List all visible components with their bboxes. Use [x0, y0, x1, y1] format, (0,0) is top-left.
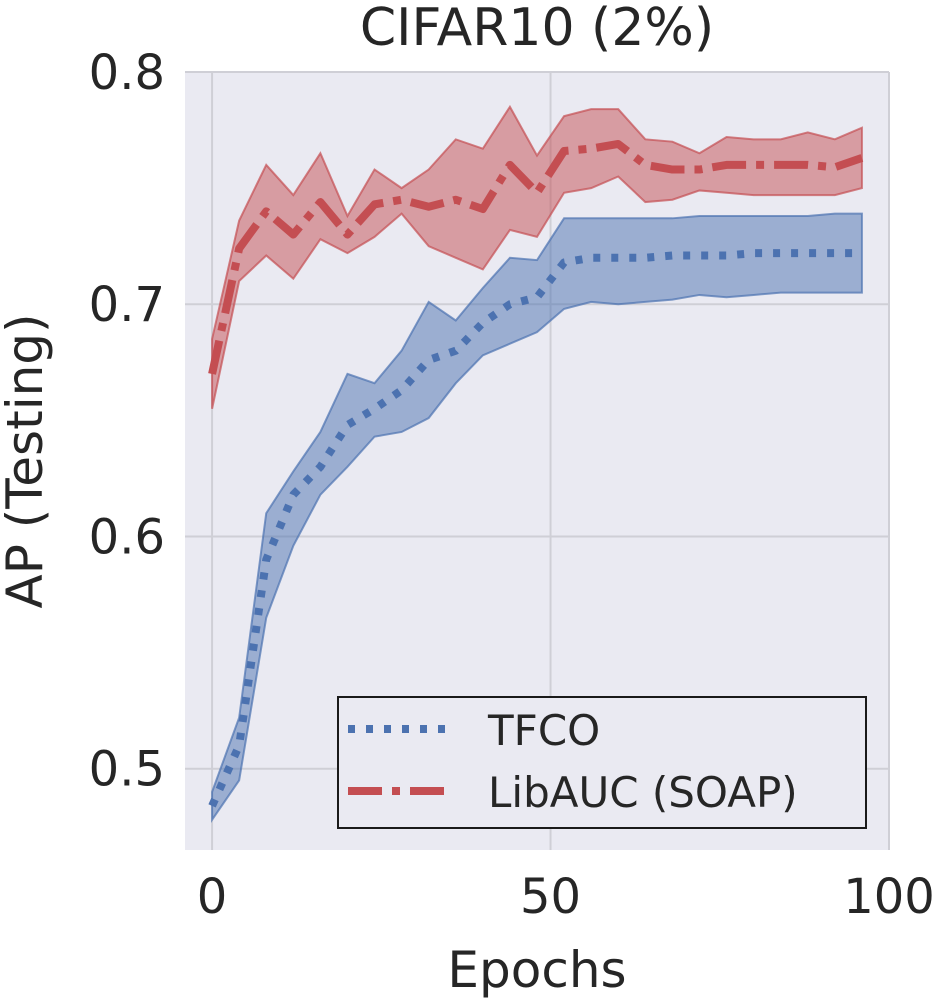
y-axis-label: AP (Testing) — [0, 313, 54, 608]
band-series-0 — [211, 212, 863, 824]
legend-label-libauc: LibAUC (SOAP) — [488, 768, 798, 817]
line-series-1 — [208, 139, 864, 375]
x-axis-label: Epochs — [447, 941, 626, 998]
line-series-0 — [208, 249, 862, 808]
x-tick-label: 0 — [197, 869, 228, 925]
chart-title: CIFAR10 (2%) — [360, 0, 714, 58]
y-tick-label: 0.5 — [89, 742, 165, 798]
legend-box — [337, 696, 867, 829]
y-tick-label: 0.7 — [89, 277, 165, 333]
x-tick-label: 50 — [520, 869, 581, 925]
legend: TFCO LibAUC (SOAP) — [337, 696, 867, 829]
confidence-bands — [211, 104, 863, 824]
y-ticks: 0.5 0.6 0.7 0.8 — [89, 45, 165, 798]
x-ticks: 0 50 100 — [197, 869, 935, 925]
band-series-1 — [211, 104, 863, 409]
y-tick-label: 0.6 — [89, 509, 165, 565]
legend-label-tfco: TFCO — [487, 706, 600, 755]
x-tick-label: 100 — [843, 869, 935, 925]
series-lines — [208, 139, 864, 808]
y-tick-label: 0.8 — [89, 45, 165, 101]
